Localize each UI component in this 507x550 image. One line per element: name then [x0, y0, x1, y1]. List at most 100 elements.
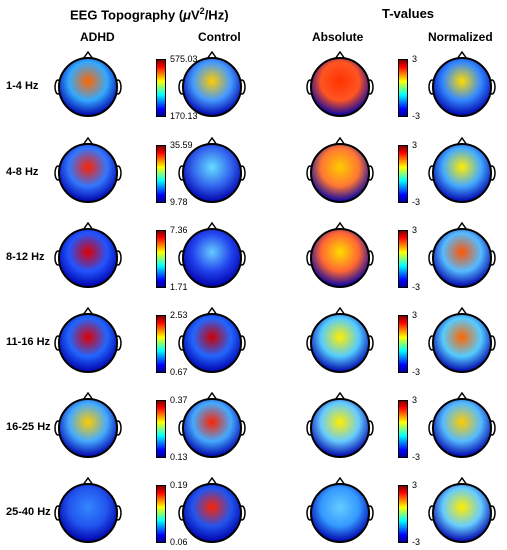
- power-colorbar: [156, 485, 166, 543]
- tvalue-min-label: -3: [412, 367, 421, 377]
- head-outline: [310, 483, 370, 543]
- column-header-normalized: Normalized: [428, 30, 493, 44]
- power-colorbar: [156, 315, 166, 373]
- topography-title-v: V: [191, 7, 200, 23]
- head-outline: [182, 57, 242, 117]
- nose: [334, 391, 346, 401]
- power-max-label: 2.53: [170, 310, 188, 320]
- head-outline: [310, 313, 370, 373]
- column-header-absolute: Absolute: [312, 30, 364, 44]
- power-min-label: 9.78: [170, 197, 188, 207]
- tvalue-colorbar: [398, 400, 408, 458]
- tvalues-title: T-values: [382, 6, 435, 21]
- power-colorbar: [156, 230, 166, 288]
- tvalue-max-label: 3: [412, 395, 418, 405]
- nose: [82, 50, 94, 60]
- topomap-adhd: [54, 50, 122, 117]
- power-min-label: 1.71: [170, 282, 188, 292]
- topomap-normalized: [428, 391, 496, 458]
- column-header-adhd: ADHD: [80, 30, 115, 44]
- head-outline: [432, 483, 492, 543]
- power-max-label: 0.19: [170, 480, 188, 490]
- nose: [334, 221, 346, 231]
- power-colorbar: [156, 59, 166, 117]
- head-outline: [432, 313, 492, 373]
- nose: [334, 136, 346, 146]
- power-max-label: 35.59: [170, 140, 193, 150]
- topomap-control: [178, 306, 246, 373]
- head-outline: [432, 398, 492, 458]
- topomap-absolute: [306, 221, 374, 288]
- topomap-normalized: [428, 221, 496, 288]
- topomap-control: [178, 221, 246, 288]
- row-label: 25-40 Hz: [6, 506, 51, 518]
- head-outline: [58, 228, 118, 288]
- nose: [82, 136, 94, 146]
- topomap-adhd: [54, 136, 122, 203]
- head-outline: [310, 57, 370, 117]
- topomap-control: [178, 476, 246, 543]
- nose: [456, 221, 468, 231]
- tvalue-colorbar: [398, 230, 408, 288]
- tvalue-max-label: 3: [412, 140, 418, 150]
- head-outline: [182, 313, 242, 373]
- topomap-absolute: [306, 306, 374, 373]
- tvalue-colorbar: [398, 145, 408, 203]
- tvalue-min-label: -3: [412, 282, 421, 292]
- topomap-absolute: [306, 50, 374, 117]
- tvalue-max-label: 3: [412, 54, 418, 64]
- head-outline: [182, 143, 242, 203]
- power-max-label: 7.36: [170, 225, 188, 235]
- row-label: 11-16 Hz: [6, 336, 51, 348]
- head-outline: [432, 228, 492, 288]
- topomap-adhd: [54, 391, 122, 458]
- power-max-label: 575.03: [170, 54, 198, 64]
- nose: [82, 306, 94, 316]
- tvalue-colorbar: [398, 59, 408, 117]
- power-max-label: 0.37: [170, 395, 188, 405]
- topomap-control: [178, 391, 246, 458]
- topography-title-sup: 2: [199, 6, 205, 16]
- topography-title-mu: μ: [183, 7, 191, 23]
- nose: [82, 391, 94, 401]
- topomap-normalized: [428, 476, 496, 543]
- tvalue-max-label: 3: [412, 310, 418, 320]
- nose: [206, 391, 218, 401]
- tvalue-min-label: -3: [412, 197, 421, 207]
- topomap-normalized: [428, 50, 496, 117]
- power-min-label: 0.13: [170, 452, 188, 462]
- row-label: 16-25 Hz: [6, 421, 51, 433]
- topography-title-suffix: /Hz): [204, 7, 229, 23]
- nose: [456, 50, 468, 60]
- power-min-label: 170.13: [170, 111, 198, 121]
- topomap-control: [178, 50, 246, 117]
- column-header-control: Control: [198, 30, 241, 44]
- head-outline: [310, 143, 370, 203]
- tvalue-max-label: 3: [412, 480, 418, 490]
- topomap-control: [178, 136, 246, 203]
- nose: [456, 306, 468, 316]
- nose: [456, 136, 468, 146]
- power-colorbar: [156, 400, 166, 458]
- nose: [456, 476, 468, 486]
- tvalue-min-label: -3: [412, 537, 421, 547]
- head-outline: [58, 313, 118, 373]
- topomap-adhd: [54, 306, 122, 373]
- row-label: 1-4 Hz: [6, 80, 39, 92]
- nose: [206, 136, 218, 146]
- tvalue-min-label: -3: [412, 452, 421, 462]
- topomap-adhd: [54, 476, 122, 543]
- nose: [82, 221, 94, 231]
- nose: [334, 476, 346, 486]
- nose: [82, 476, 94, 486]
- head-outline: [310, 228, 370, 288]
- head-outline: [182, 483, 242, 543]
- nose: [206, 50, 218, 60]
- topography-title-prefix: EEG Topography (: [70, 7, 184, 23]
- topomap-normalized: [428, 136, 496, 203]
- head-outline: [432, 143, 492, 203]
- head-outline: [182, 398, 242, 458]
- head-outline: [58, 57, 118, 117]
- tvalue-colorbar: [398, 315, 408, 373]
- head-outline: [58, 483, 118, 543]
